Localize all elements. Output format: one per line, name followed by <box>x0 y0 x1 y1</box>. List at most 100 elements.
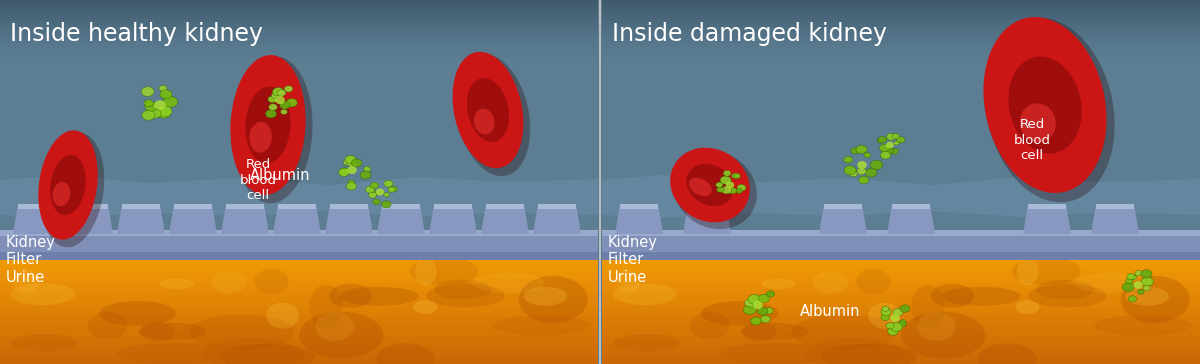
Polygon shape <box>1096 204 1134 209</box>
Bar <box>0 333 598 336</box>
Bar <box>602 287 1200 290</box>
Ellipse shape <box>761 279 796 289</box>
Bar <box>0 0 598 36</box>
Ellipse shape <box>347 166 356 174</box>
Ellipse shape <box>316 312 354 341</box>
Text: Urine: Urine <box>608 270 647 285</box>
Ellipse shape <box>299 312 383 359</box>
Bar <box>0 274 598 278</box>
Ellipse shape <box>1138 289 1144 294</box>
Ellipse shape <box>850 171 857 177</box>
Ellipse shape <box>901 312 985 359</box>
Ellipse shape <box>366 186 374 193</box>
Text: Albumin: Albumin <box>250 167 310 182</box>
Bar <box>602 306 1200 309</box>
Bar <box>602 341 1200 344</box>
Bar <box>0 327 598 330</box>
Ellipse shape <box>888 148 894 153</box>
Ellipse shape <box>748 294 761 304</box>
Ellipse shape <box>701 301 779 326</box>
Bar <box>0 277 598 280</box>
Bar <box>602 293 1200 296</box>
Polygon shape <box>13 204 61 234</box>
Ellipse shape <box>743 305 756 314</box>
Ellipse shape <box>689 178 712 196</box>
Polygon shape <box>118 204 166 234</box>
Polygon shape <box>278 204 316 209</box>
Ellipse shape <box>1142 285 1151 291</box>
Bar <box>0 0 598 9</box>
Ellipse shape <box>275 96 284 104</box>
Ellipse shape <box>742 322 776 341</box>
Ellipse shape <box>203 338 304 364</box>
Ellipse shape <box>160 90 172 99</box>
Ellipse shape <box>764 308 773 314</box>
Ellipse shape <box>149 109 161 118</box>
Ellipse shape <box>985 18 1115 202</box>
Bar <box>602 312 1200 315</box>
Bar <box>0 0 598 24</box>
Ellipse shape <box>767 291 775 297</box>
Ellipse shape <box>898 321 906 327</box>
Bar <box>602 333 1200 336</box>
Polygon shape <box>688 204 726 209</box>
Ellipse shape <box>886 142 894 149</box>
Bar <box>602 356 1200 359</box>
Ellipse shape <box>144 100 154 107</box>
Bar <box>0 314 598 317</box>
Ellipse shape <box>163 96 178 107</box>
Bar <box>602 347 1200 351</box>
Ellipse shape <box>38 130 97 240</box>
Bar <box>602 0 1200 15</box>
Polygon shape <box>1022 204 1072 234</box>
Bar <box>0 297 598 301</box>
Ellipse shape <box>870 160 883 170</box>
Ellipse shape <box>140 322 174 341</box>
Ellipse shape <box>746 300 757 308</box>
Bar <box>0 252 598 260</box>
Bar <box>0 0 598 18</box>
Ellipse shape <box>368 192 377 198</box>
Ellipse shape <box>882 306 889 311</box>
Bar <box>602 0 1200 45</box>
Bar <box>0 0 598 57</box>
Bar <box>0 343 598 346</box>
Bar <box>602 0 1200 27</box>
Bar <box>602 0 1200 230</box>
Ellipse shape <box>857 269 890 294</box>
Ellipse shape <box>890 323 902 331</box>
Bar <box>0 268 598 272</box>
Bar <box>602 320 1200 323</box>
Polygon shape <box>274 204 322 234</box>
Ellipse shape <box>1121 276 1189 323</box>
Bar <box>0 279 598 282</box>
Ellipse shape <box>338 168 349 177</box>
Ellipse shape <box>612 283 677 305</box>
Ellipse shape <box>352 159 362 167</box>
Polygon shape <box>169 204 217 234</box>
Ellipse shape <box>733 173 740 179</box>
Bar <box>602 323 1200 325</box>
Bar <box>0 320 598 323</box>
Polygon shape <box>65 204 113 234</box>
Text: Filter: Filter <box>608 252 644 267</box>
Bar <box>602 264 1200 267</box>
Polygon shape <box>70 204 108 209</box>
Ellipse shape <box>859 176 869 184</box>
Ellipse shape <box>1028 284 1106 307</box>
Ellipse shape <box>347 158 358 167</box>
Bar <box>0 335 598 338</box>
Ellipse shape <box>277 90 286 96</box>
Ellipse shape <box>230 55 306 195</box>
Ellipse shape <box>1015 300 1039 314</box>
Ellipse shape <box>426 284 505 307</box>
Ellipse shape <box>881 314 889 320</box>
Ellipse shape <box>1130 275 1136 280</box>
Bar <box>0 341 598 344</box>
Ellipse shape <box>142 110 155 120</box>
Bar <box>602 289 1200 292</box>
Bar <box>0 337 598 340</box>
Bar <box>602 345 1200 348</box>
Bar <box>602 291 1200 294</box>
Bar <box>602 343 1200 346</box>
